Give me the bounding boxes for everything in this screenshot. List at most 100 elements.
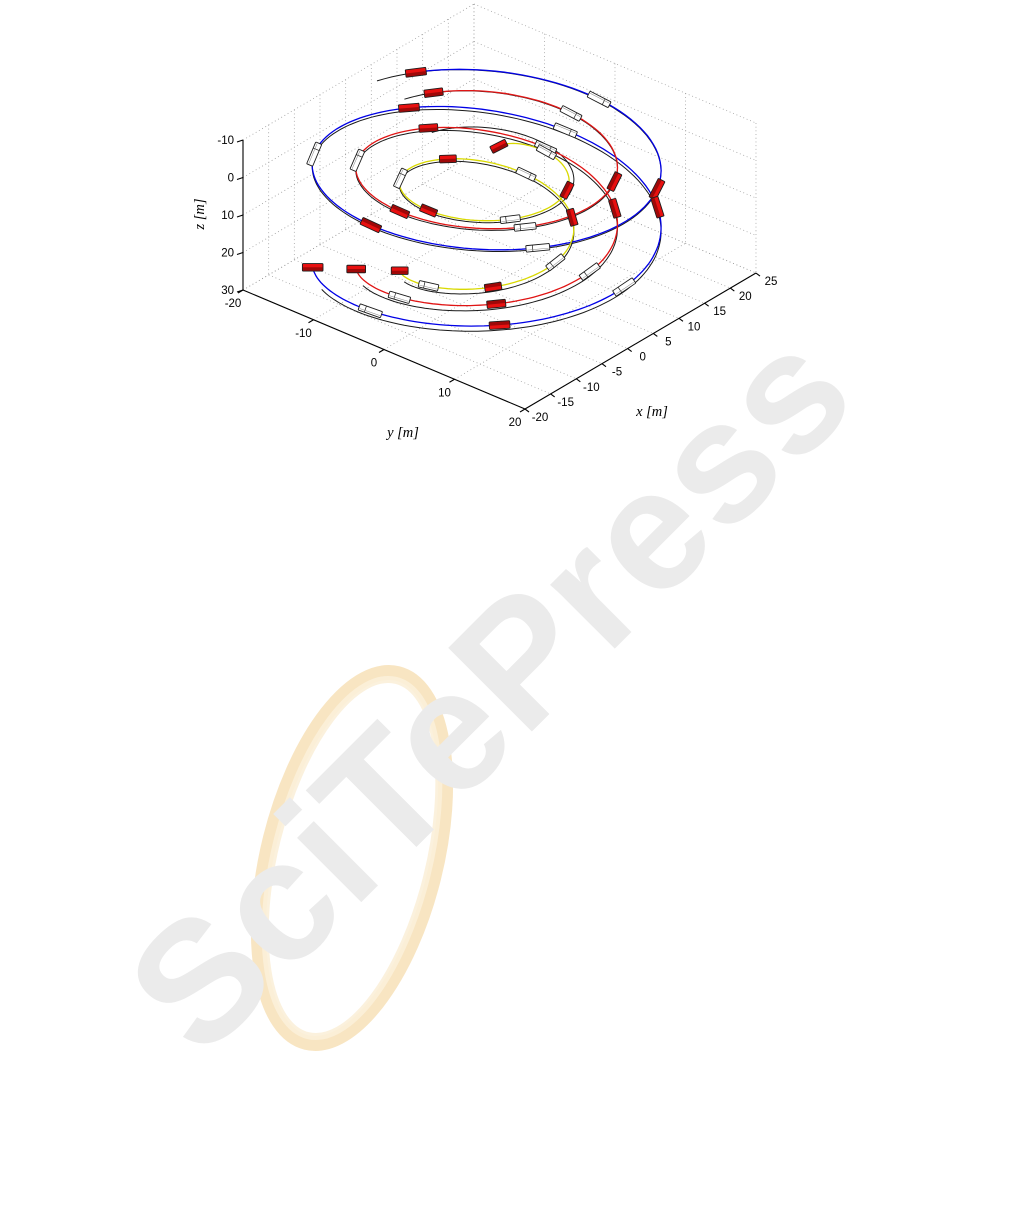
grid-line bbox=[242, 116, 475, 253]
vehicle-box-face bbox=[404, 66, 427, 78]
vehicle-box-face bbox=[555, 124, 576, 134]
vehicle-box-face bbox=[539, 146, 555, 156]
reference-path bbox=[355, 90, 619, 312]
vehicle-box-face bbox=[573, 112, 578, 119]
vehicle-box-white bbox=[559, 105, 583, 122]
vehicle-box-face bbox=[357, 303, 383, 319]
vehicle-box-white bbox=[417, 280, 440, 292]
vehicle-box-face bbox=[583, 271, 589, 278]
vehicle-box-face bbox=[612, 277, 636, 297]
vehicle-box-face bbox=[393, 167, 408, 189]
vehicle-box-face bbox=[484, 282, 501, 289]
x-tick-label: -20 bbox=[532, 412, 549, 424]
vehicle-box-red bbox=[359, 217, 383, 234]
vehicle-box-face bbox=[423, 87, 444, 98]
vehicle-box-face bbox=[347, 269, 366, 273]
vehicle-box-face bbox=[649, 178, 662, 198]
vehicle-box-face bbox=[346, 264, 367, 274]
vehicle-box-face bbox=[390, 266, 409, 275]
vehicle-box-face bbox=[545, 253, 566, 272]
vehicle-box-white bbox=[535, 144, 557, 160]
vehicle-box-face bbox=[387, 290, 411, 304]
x-axis-line bbox=[524, 272, 757, 410]
z-tick bbox=[236, 214, 244, 218]
grid-line bbox=[242, 3, 475, 141]
vehicle-box-face bbox=[501, 219, 520, 222]
vehicle-box-red bbox=[419, 203, 438, 218]
x-tick bbox=[576, 378, 581, 383]
vehicle-box-face bbox=[531, 245, 534, 252]
vehicle-box-face bbox=[606, 171, 623, 192]
vehicle-box-white bbox=[525, 243, 551, 253]
vehicle-box-face bbox=[440, 158, 456, 163]
vehicle-box-face bbox=[513, 222, 537, 232]
x-tick-label: 15 bbox=[713, 306, 726, 318]
y-tick-label: -20 bbox=[225, 298, 242, 310]
vehicle-box-face bbox=[560, 181, 571, 198]
vehicle-box-face bbox=[349, 148, 365, 172]
vehicle-box-face bbox=[351, 150, 361, 169]
y-tick-label: -10 bbox=[295, 328, 312, 340]
z-axis-title: z [m] bbox=[192, 198, 208, 230]
vehicle-box-face bbox=[487, 299, 506, 305]
vehicle-box-face bbox=[356, 154, 363, 158]
x-tick bbox=[627, 348, 632, 352]
vehicle-box-white bbox=[349, 148, 365, 172]
x-tick bbox=[550, 393, 555, 398]
vehicle-box-face bbox=[528, 172, 532, 180]
vehicle-box-face bbox=[607, 172, 619, 190]
vehicle-box-face bbox=[548, 151, 553, 158]
vehicle-box-red bbox=[346, 264, 367, 274]
vehicle-box-white bbox=[306, 141, 322, 167]
x-tick bbox=[755, 272, 761, 277]
vehicle-box-face bbox=[398, 102, 420, 113]
vehicle-box-face bbox=[419, 203, 438, 218]
x-tick-label: 0 bbox=[639, 352, 645, 364]
vehicle-box-face bbox=[438, 154, 457, 164]
y-tick-label: 0 bbox=[371, 358, 377, 370]
vehicle-box-face bbox=[590, 93, 610, 104]
z-tick-label: -10 bbox=[217, 135, 234, 147]
vehicle-box-face bbox=[483, 281, 503, 293]
vehicle-box-white bbox=[515, 166, 537, 182]
vehicle-box-face bbox=[505, 216, 507, 223]
z-tick-label: 30 bbox=[221, 285, 234, 297]
vehicle-box-face bbox=[617, 287, 622, 293]
vehicle-box-face bbox=[359, 217, 383, 234]
x-tick-label: -5 bbox=[612, 367, 622, 379]
vehicle-box-face bbox=[306, 141, 322, 167]
x-tick-label: 10 bbox=[688, 321, 701, 333]
vehicle-box-white bbox=[387, 290, 411, 304]
vehicle-box-face bbox=[549, 257, 564, 270]
vehicle-box-face bbox=[562, 107, 581, 117]
z-tick bbox=[236, 176, 244, 181]
vehicle-box-face bbox=[418, 123, 439, 133]
vehicle-box-red bbox=[483, 281, 503, 293]
vehicle-box-red bbox=[438, 154, 457, 164]
vehicle-box-face bbox=[393, 292, 397, 300]
vehicle-box-face bbox=[518, 168, 535, 178]
x-axis-title: x [m] bbox=[635, 404, 668, 420]
vehicle-box-face bbox=[527, 247, 549, 251]
watermark-ring-ellipse bbox=[250, 665, 454, 1051]
y-tick bbox=[519, 408, 526, 413]
vehicle-box-face bbox=[486, 298, 507, 309]
vehicle-box-face bbox=[519, 224, 522, 231]
vehicle-box-face bbox=[359, 308, 381, 316]
x-tick-label: 20 bbox=[739, 291, 752, 303]
vehicle-box-face bbox=[515, 166, 537, 182]
z-tick bbox=[236, 139, 244, 143]
vehicle-box-face bbox=[389, 295, 409, 302]
grid-line bbox=[371, 214, 654, 334]
vehicle-box-red bbox=[301, 263, 324, 272]
vehicle-box-face bbox=[578, 262, 601, 281]
y-tick bbox=[237, 289, 244, 294]
vehicle-box-face bbox=[399, 106, 420, 112]
vehicle-box-white bbox=[357, 303, 383, 319]
vehicle-box-face bbox=[488, 320, 511, 330]
grid-line bbox=[313, 183, 545, 321]
grid-line bbox=[242, 41, 475, 178]
reference-path bbox=[399, 126, 575, 295]
vehicle-box-white bbox=[513, 222, 537, 232]
